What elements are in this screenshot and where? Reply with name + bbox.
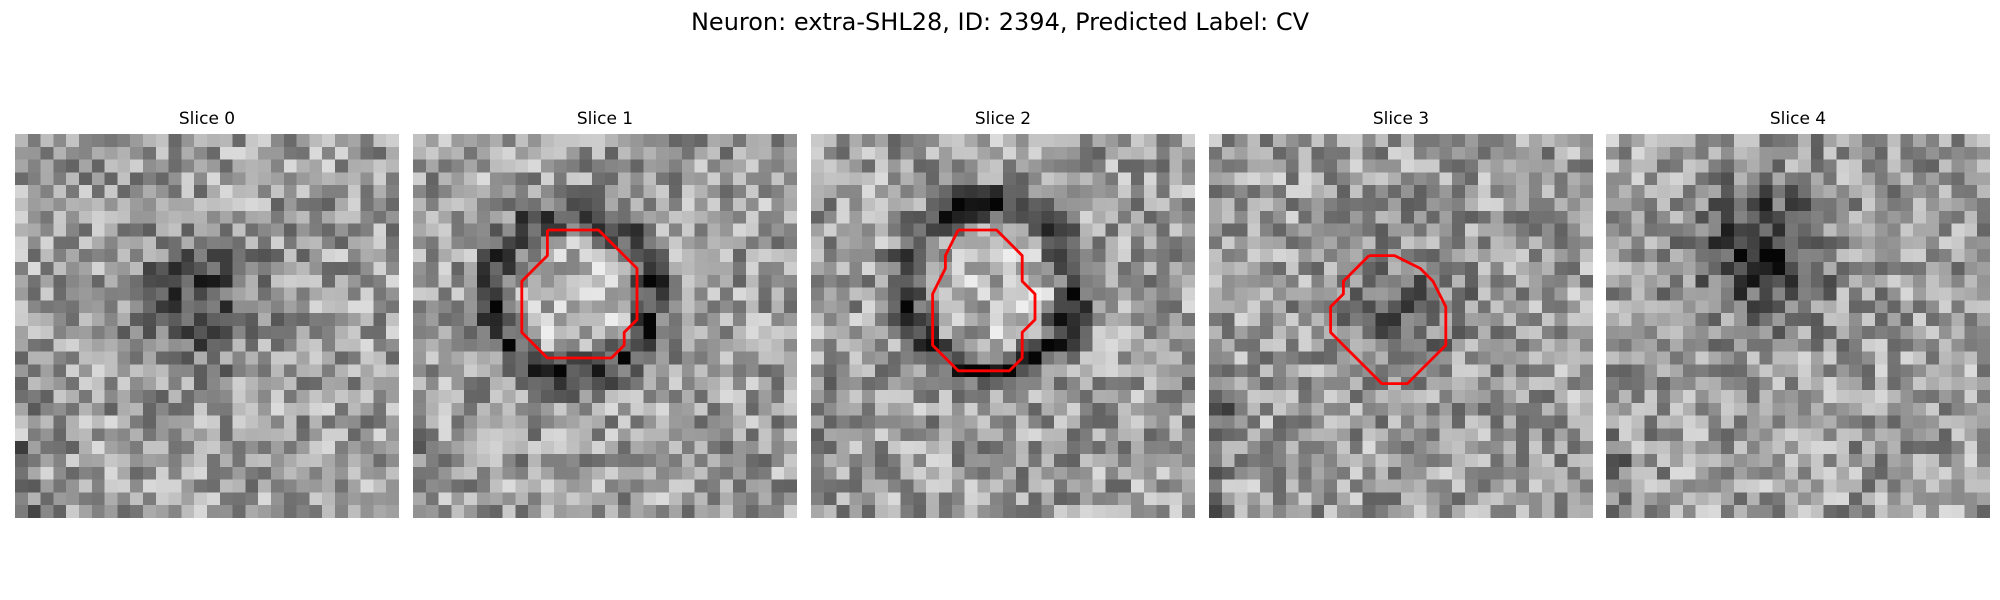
slice-panel-1: Slice 1 <box>413 108 797 518</box>
slice-title: Slice 4 <box>1769 109 1827 129</box>
slice-title: Slice 3 <box>1372 109 1430 129</box>
slice-panel-3: Slice 3 <box>1209 108 1593 518</box>
slice-image-1 <box>413 134 797 518</box>
slice-title: Slice 0 <box>178 109 236 129</box>
roi-contour <box>931 228 1037 373</box>
slice-image-2 <box>811 134 1195 518</box>
slice-panel-2: Slice 2 <box>811 108 1195 518</box>
roi-contour <box>520 228 639 360</box>
slice-title: Slice 1 <box>576 109 634 129</box>
slice-title: Slice 2 <box>974 109 1032 129</box>
slice-panel-0: Slice 0 <box>15 108 399 518</box>
figure-title: Neuron: extra-SHL28, ID: 2394, Predicted… <box>690 8 1310 36</box>
slice-image-0 <box>15 134 399 518</box>
slice-panel-4: Slice 4 <box>1606 108 1990 518</box>
slice-image-4 <box>1606 134 1990 518</box>
roi-contour <box>1329 254 1448 386</box>
slice-image-3 <box>1209 134 1593 518</box>
